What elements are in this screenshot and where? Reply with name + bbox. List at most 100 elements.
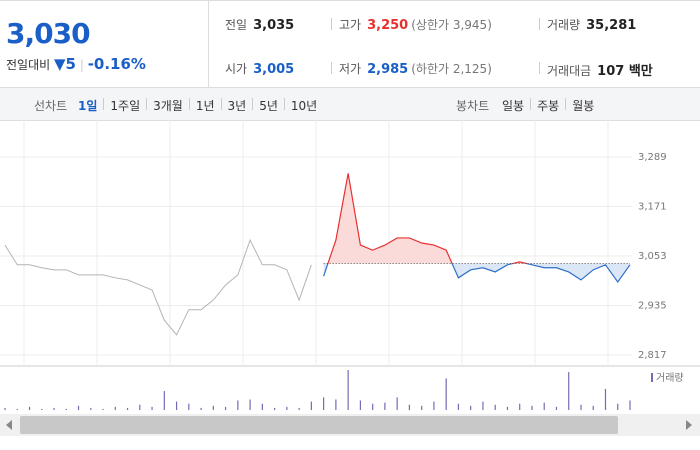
area-above [327, 173, 527, 264]
volume-bar [396, 397, 398, 410]
divider [220, 98, 222, 110]
volume-bar [470, 405, 472, 410]
volume-bar [274, 407, 276, 410]
stat-label: 저가 [339, 62, 362, 76]
volume-bar [310, 401, 312, 410]
volume-bar [457, 403, 460, 410]
volume-bar [41, 408, 43, 410]
line-below [323, 263, 631, 284]
stat: 거래대금 107 백만 [547, 60, 653, 79]
volume-bar [224, 406, 227, 410]
volume-bar [90, 407, 92, 410]
stat-note: (상한가 3,945) [411, 18, 492, 32]
tab[interactable]: 3년 [227, 99, 247, 113]
tab[interactable]: 3개월 [153, 99, 183, 113]
scroll-thumb[interactable] [20, 416, 618, 434]
stat: 거래량 35,281 [547, 16, 636, 33]
y-tick-label: 3,053 [638, 251, 667, 262]
volume-bar [261, 403, 263, 410]
volume-bar [335, 399, 337, 410]
volume-bar [421, 405, 423, 410]
divider [539, 62, 540, 74]
divider [252, 98, 254, 110]
volume-bar [65, 408, 67, 410]
divider [565, 98, 567, 110]
volume-bar [580, 404, 582, 410]
divider [530, 98, 532, 110]
volume-bar [151, 406, 153, 410]
y-tick-label: 2,817 [638, 350, 667, 361]
divider: | [79, 58, 84, 72]
divider [146, 98, 148, 110]
tab[interactable]: 월봉 [572, 99, 595, 113]
volume-bar [28, 406, 31, 410]
stat-label: 전일 [225, 18, 248, 32]
stats: 전일 3,035 고가 3,250 (상한가 3,945) 거래량 35,281 시가 3,00… [208, 1, 700, 87]
y-tick-label: 3,171 [638, 202, 667, 213]
volume-bar [555, 406, 558, 410]
scroll-left[interactable] [6, 420, 12, 430]
scroll-right[interactable] [686, 420, 692, 430]
volume-bar [175, 401, 178, 410]
volume-bar [568, 372, 570, 410]
tab[interactable]: 일봉 [502, 99, 525, 113]
volume-bar [102, 408, 104, 410]
volume-bar [163, 391, 165, 410]
stat-value: 3,250 [367, 18, 409, 33]
volume-bar [249, 399, 251, 410]
stat-value: 2,985 [367, 62, 409, 77]
volume-bar [323, 397, 325, 410]
volume-bar [126, 407, 129, 410]
volume-bar [372, 403, 374, 410]
volume-bar [543, 402, 545, 410]
divider [283, 98, 285, 110]
down-arrow: ▼ [54, 55, 66, 73]
stat: 전일 3,035 [225, 16, 294, 33]
line-above [327, 173, 530, 264]
tab[interactable]: 10년 [290, 99, 318, 113]
stat-label: 거래대금 [547, 64, 592, 78]
volume-bar [531, 405, 533, 410]
volume-bar [4, 407, 6, 410]
change-value: 5 [65, 55, 76, 73]
stat-label: 거래량 [547, 18, 581, 32]
divider [188, 98, 190, 110]
stat-value: 3,005 [253, 62, 295, 77]
area-below [323, 263, 630, 283]
tab[interactable]: 1일 [78, 99, 98, 113]
volume-bar [114, 406, 116, 410]
volume-bar [200, 407, 202, 410]
volume-bar [188, 403, 190, 410]
current-price: 3,030 [6, 17, 91, 50]
legend-swatch [651, 373, 653, 382]
change-rate: -0.16% [87, 55, 146, 73]
tab[interactable]: 1년 [195, 99, 215, 113]
volume-bar [494, 404, 496, 410]
tab[interactable]: 주봉 [537, 99, 560, 113]
volume-bar [604, 388, 607, 410]
legend-label: 거래량 [656, 372, 684, 384]
volume-bar [77, 405, 80, 410]
tab[interactable]: 5년 [259, 99, 278, 113]
divider [103, 98, 105, 110]
divider [331, 62, 332, 74]
tab-group-label: 선차트 [34, 99, 68, 113]
volume-bar [237, 400, 239, 410]
stat-label: 고가 [339, 18, 362, 32]
tab-bar: 선차트 1일 1주일 3개월 1년 3년 5년 10년 봉차트 일봉 주봉 월봉 [0, 88, 700, 121]
volume-bar [212, 405, 214, 410]
volume-bar [347, 370, 349, 410]
scroll-track[interactable] [0, 414, 700, 436]
volume-bar [16, 408, 18, 410]
y-tick-label: 2,935 [638, 301, 667, 312]
volume-bar [629, 400, 631, 410]
volume-bar [53, 407, 55, 410]
tab[interactable]: 1주일 [110, 99, 141, 113]
volume-bar [519, 403, 521, 410]
stat-label: 시가 [225, 62, 248, 76]
stat-value: 3,035 [253, 18, 295, 33]
volume-bar [408, 404, 411, 410]
quote-header: 3,030 전일대비 ▼5 | -0.16% 전일 3,035 고가 3,250 (상한… [0, 0, 700, 88]
line [4, 238, 312, 336]
